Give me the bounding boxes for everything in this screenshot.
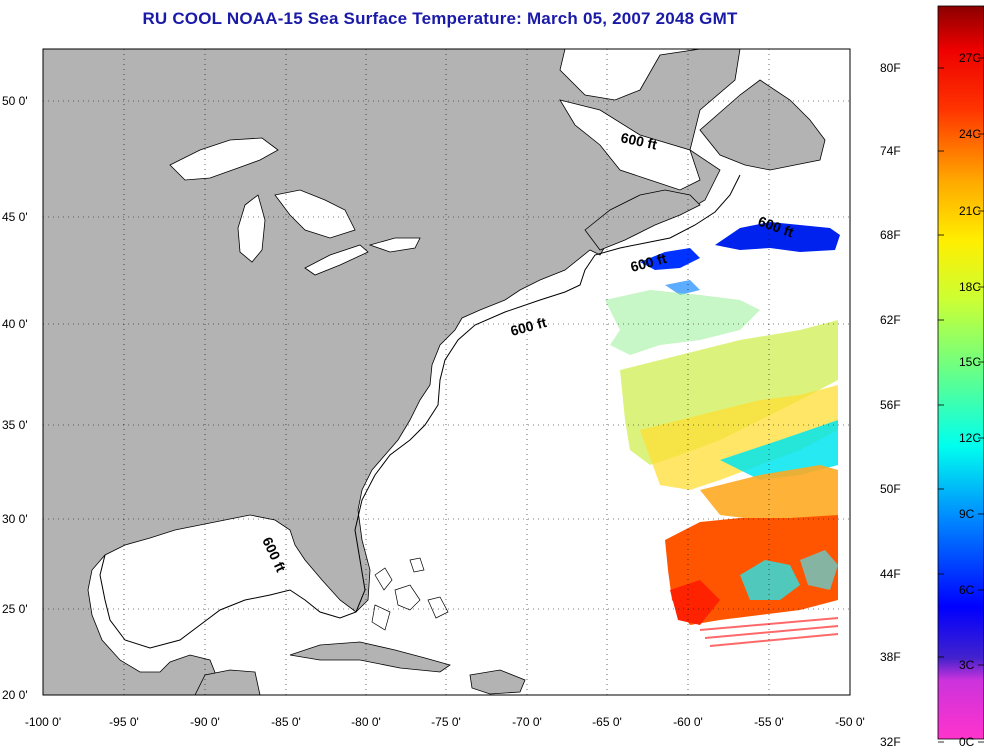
gulf-st-lawrence: [559, 99, 701, 191]
land-hispaniola: [469, 669, 526, 695]
map-title: RU COOL NOAA-15 Sea Surface Temperature:…: [142, 9, 738, 28]
land-cuba: [289, 641, 451, 673]
colorbar-celsius-label: 3C: [959, 658, 975, 672]
land-nova-scotia: [584, 189, 701, 251]
longitude-tick-label: -55 0': [754, 715, 784, 729]
colorbar-celsius-label: 9C: [959, 507, 975, 521]
colorbar-fahrenheit-label: 74F: [880, 144, 901, 158]
colorbar-fahrenheit-label: 38F: [880, 650, 901, 664]
lake-huron: [274, 189, 356, 239]
latitude-tick-label: 30 0': [2, 512, 28, 526]
longitude-tick-label: -90 0': [190, 715, 220, 729]
latitude-tick-label: 40 0': [2, 317, 28, 331]
land-newfoundland: [699, 79, 826, 171]
colorbar-celsius-label: 12C: [959, 431, 981, 445]
colorbar-fahrenheit-labels: 80F 74F 68F 62F 56F 50F 44F 38F 32F: [880, 61, 901, 749]
lake-michigan: [237, 194, 266, 263]
colorbar-fahrenheit-label: 80F: [880, 61, 901, 75]
longitude-tick-label: -95 0': [109, 715, 139, 729]
colorbar-fahrenheit-label: 56F: [880, 398, 901, 412]
bahamas-islands: [371, 557, 449, 631]
lake-ontario: [368, 237, 421, 253]
longitude-tick-label: -85 0': [271, 715, 301, 729]
latitude-tick-label: 20 0': [2, 688, 28, 702]
latitude-tick-label: 45 0': [2, 210, 28, 224]
colorbar-ticks: [938, 57, 984, 743]
longitude-tick-label: -65 0': [592, 715, 622, 729]
depth-contour-600ft: [99, 174, 741, 649]
colorbar-celsius-labels: 27C 24C 21C 18C 15C 12C 9C 6C 3C 0C: [959, 51, 981, 749]
contour-label: 600 ft: [619, 129, 658, 152]
latitude-axis: 20 0' 25 0' 30 0' 35 0' 40 0' 45 0' 50 0': [2, 94, 28, 702]
sst-data-layer: [605, 222, 840, 647]
latitude-tick-label: 25 0': [2, 602, 28, 616]
longitude-tick-label: -80 0': [351, 715, 381, 729]
colorbar-celsius-label: 15C: [959, 355, 981, 369]
longitude-tick-label: -50 0': [835, 715, 865, 729]
longitude-tick-label: -100 0': [25, 715, 61, 729]
colorbar-celsius-label: 21C: [959, 204, 981, 218]
latitude-tick-label: 50 0': [2, 94, 28, 108]
colorbar-celsius-label: 18C: [959, 280, 981, 294]
lake-superior: [169, 137, 279, 181]
colorbar-fahrenheit-label: 32F: [880, 735, 901, 749]
colorbar-celsius-label: 0C: [959, 735, 975, 749]
longitude-tick-label: -60 0': [673, 715, 703, 729]
colorbar-fahrenheit-label: 50F: [880, 482, 901, 496]
colorbar-fahrenheit-label: 68F: [880, 228, 901, 242]
colorbar: [937, 5, 984, 740]
map-frame: [42, 48, 851, 696]
colorbar-fahrenheit-label: 44F: [880, 567, 901, 581]
longitude-tick-label: -75 0': [431, 715, 461, 729]
colorbar-fahrenheit-label: 62F: [880, 313, 901, 327]
longitude-tick-label: -70 0': [512, 715, 542, 729]
colorbar-celsius-label: 27C: [959, 51, 981, 65]
colorbar-celsius-label: 6C: [959, 583, 975, 597]
land-yucatan: [194, 669, 261, 695]
lake-erie: [304, 244, 369, 276]
latitude-tick-label: 35 0': [2, 418, 28, 432]
longitude-axis: -100 0' -95 0' -90 0' -85 0' -80 0' -75 0' -70…: [25, 715, 865, 729]
colorbar-celsius-label: 24C: [959, 127, 981, 141]
